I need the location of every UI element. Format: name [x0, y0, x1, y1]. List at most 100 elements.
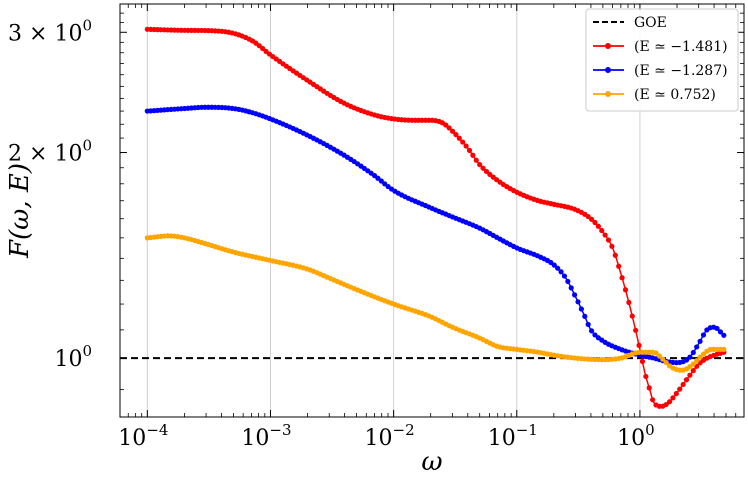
legend-label: (E ≃ 0.752): [634, 87, 716, 103]
data-point: [561, 273, 568, 279]
data-point: [683, 357, 690, 363]
data-point: [697, 338, 703, 344]
x-tick-exponent: −4: [146, 421, 168, 439]
y-tick-exponent: 0: [82, 137, 92, 155]
data-point: [680, 381, 686, 388]
series-3: [144, 233, 727, 373]
x-tick-label: 100: [617, 421, 655, 451]
data-point: [555, 265, 561, 271]
data-point: [588, 328, 595, 334]
data-point: [453, 132, 459, 138]
data-point: [694, 344, 700, 350]
data-point: [558, 269, 564, 275]
x-tick-label: 10−3: [241, 421, 291, 451]
y-tick-base: 10: [54, 347, 82, 372]
y-tick-base: 2 × 10: [8, 142, 82, 167]
data-point: [612, 252, 618, 258]
legend-entry: (E ≃ 0.752): [593, 87, 716, 103]
data-point: [446, 125, 452, 131]
data-point: [721, 346, 727, 352]
data-point: [582, 313, 588, 319]
data-point: [565, 278, 571, 285]
x-tick-base: 10: [241, 426, 269, 451]
x-tick-exponent: −2: [393, 421, 415, 439]
data-point: [443, 122, 449, 128]
legend-box: [585, 8, 739, 112]
data-point: [578, 306, 584, 312]
data-point: [690, 349, 696, 356]
data-point: [449, 128, 456, 134]
y-tick-label: 2 × 100: [8, 137, 92, 167]
data-point: [483, 168, 490, 175]
series-1: [144, 26, 727, 409]
legend-entry: (E ≃ −1.481): [593, 39, 728, 55]
y-tick-exponent: 0: [82, 342, 92, 360]
legend-swatch-marker: [605, 91, 611, 97]
plot-frame: [119, 3, 745, 418]
series-line: [147, 106, 725, 364]
y-tick-label: 3 × 100: [8, 16, 92, 46]
data-point: [714, 325, 720, 332]
data-point: [650, 397, 656, 403]
data-point: [619, 275, 625, 281]
data-point: [629, 313, 635, 319]
data-point: [643, 373, 649, 380]
data-point: [626, 299, 632, 306]
data-point: [575, 299, 581, 305]
x-tick-base: 10: [118, 426, 146, 451]
data-point: [460, 139, 466, 145]
data-point: [572, 292, 578, 298]
data-point: [697, 354, 703, 360]
data-point: [646, 385, 652, 391]
data-point: [456, 135, 462, 141]
data-point: [480, 165, 486, 171]
data-point: [473, 157, 479, 163]
data-point: [721, 332, 727, 338]
data-point: [602, 232, 608, 238]
series-2: [144, 104, 727, 366]
data-point: [683, 377, 690, 383]
data-point: [477, 161, 483, 168]
data-point: [466, 147, 473, 153]
data-point: [717, 329, 724, 335]
data-point: [470, 152, 476, 158]
legend-swatch-marker: [605, 43, 611, 49]
x-tick-base: 10: [488, 426, 516, 451]
data-point: [592, 219, 598, 226]
x-tick-label: 10−4: [118, 421, 168, 451]
data-point: [622, 287, 629, 293]
x-tick-label: 10−1: [488, 421, 538, 451]
data-point: [636, 342, 642, 348]
data-point: [687, 372, 693, 378]
x-axis-label: ω: [421, 447, 442, 477]
data-point: [677, 386, 683, 392]
data-point: [690, 368, 696, 374]
x-tick-exponent: 0: [645, 421, 655, 439]
data-point: [568, 285, 574, 291]
data-point: [639, 358, 646, 365]
data-point: [660, 356, 666, 362]
x-tick-base: 10: [365, 426, 393, 451]
x-tick-exponent: −3: [269, 421, 291, 439]
x-tick-exponent: −1: [516, 421, 538, 439]
data-point: [585, 321, 591, 328]
data-point: [633, 327, 639, 333]
legend-label: (E ≃ −1.481): [634, 39, 728, 55]
data-point: [616, 263, 622, 269]
y-tick-label: 100: [54, 342, 92, 372]
data-point: [700, 332, 707, 338]
data-point: [666, 399, 673, 405]
data-point: [551, 262, 557, 268]
data-point: [653, 350, 659, 356]
legend-entry: (E ≃ −1.287): [593, 63, 728, 79]
data-point: [463, 143, 469, 149]
x-tick-label: 10−2: [365, 421, 415, 451]
data-point: [687, 354, 693, 360]
data-point: [588, 216, 595, 222]
data-point: [595, 223, 601, 229]
data-point: [599, 227, 605, 234]
legend-label: GOE: [634, 15, 667, 31]
legend-label: (E ≃ −1.287): [634, 63, 728, 79]
y-tick-base: 3 × 10: [8, 21, 82, 46]
